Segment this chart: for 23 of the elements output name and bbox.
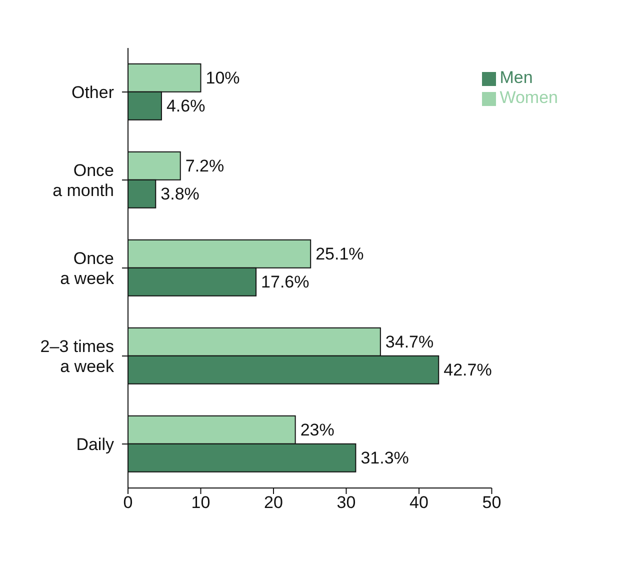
- data-label: 34.7%: [385, 332, 434, 352]
- data-label: 7.2%: [185, 156, 224, 176]
- data-label: 17.6%: [261, 272, 310, 292]
- data-label: 42.7%: [444, 360, 492, 380]
- x-tick-label: 0: [123, 493, 133, 512]
- data-label: 3.8%: [160, 184, 200, 204]
- x-tick-label: 20: [264, 493, 283, 512]
- data-label: 25.1%: [316, 244, 364, 264]
- data-label: 4.6%: [166, 96, 206, 116]
- x-tick-label: 10: [191, 493, 210, 512]
- x-tick-label: 30: [336, 493, 356, 512]
- y-tick-label: Once a week: [60, 248, 114, 288]
- legend-label: Women: [500, 88, 558, 107]
- x-tick-label: 40: [410, 493, 428, 512]
- legend-label: Men: [500, 68, 533, 87]
- data-label: 23%: [300, 420, 334, 440]
- data-label: 10%: [206, 68, 240, 88]
- data-label: 31.3%: [360, 448, 409, 468]
- y-tick-label: Daily: [76, 434, 114, 454]
- x-tick-label: 50: [482, 493, 502, 512]
- y-tick-label: 2–3 times a week: [40, 336, 114, 376]
- y-tick-label: Other: [71, 82, 114, 102]
- y-tick-label: Once a month: [52, 160, 114, 200]
